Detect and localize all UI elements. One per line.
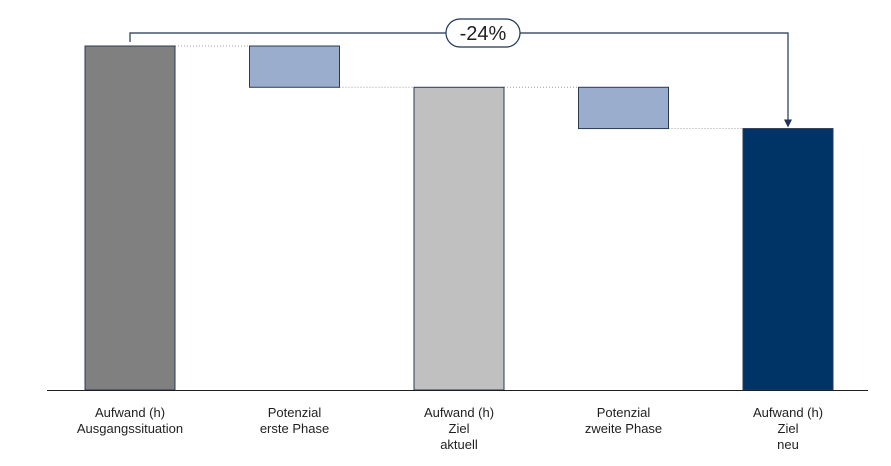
- x-tick-label-line: Aufwand (h): [752, 405, 824, 420]
- x-tick-label-line: neu: [777, 437, 799, 452]
- x-tick-label: Potenzial zweite Phase: [549, 405, 699, 437]
- x-tick-label-line: Potenzial: [596, 405, 651, 420]
- delta-bar: [578, 86, 669, 130]
- x-tick-label-line: Ziel: [448, 421, 470, 436]
- x-tick-label-line: Potenzial: [267, 405, 322, 420]
- x-tick-label-line: aktuell: [440, 437, 478, 452]
- x-tick-label: Potenzial erste Phase: [220, 405, 370, 437]
- x-tick-label: Aufwand (h) Ausgangssituation: [55, 405, 205, 437]
- x-tick-label-line: Aufwand (h): [423, 405, 495, 420]
- x-tick-label-line: Aufwand (h): [94, 405, 166, 420]
- delta-bar: [249, 45, 340, 88]
- x-tick-label-line: Ausgangssituation: [76, 421, 184, 436]
- x-tick-label: Aufwand (h) Ziel neu: [713, 405, 863, 453]
- change-badge-outline: [445, 18, 521, 48]
- change-badge-label: -24%: [460, 23, 507, 45]
- x-tick-label-line: erste Phase: [259, 421, 330, 436]
- total-bar: [413, 86, 505, 391]
- total-bar: [84, 45, 176, 391]
- change-arrowhead: [784, 119, 792, 128]
- total-bar: [742, 128, 834, 391]
- x-tick-label: Aufwand (h) Ziel aktuell: [384, 405, 534, 453]
- x-tick-label-line: zweite Phase: [584, 421, 663, 436]
- x-tick-label-line: Ziel: [777, 421, 799, 436]
